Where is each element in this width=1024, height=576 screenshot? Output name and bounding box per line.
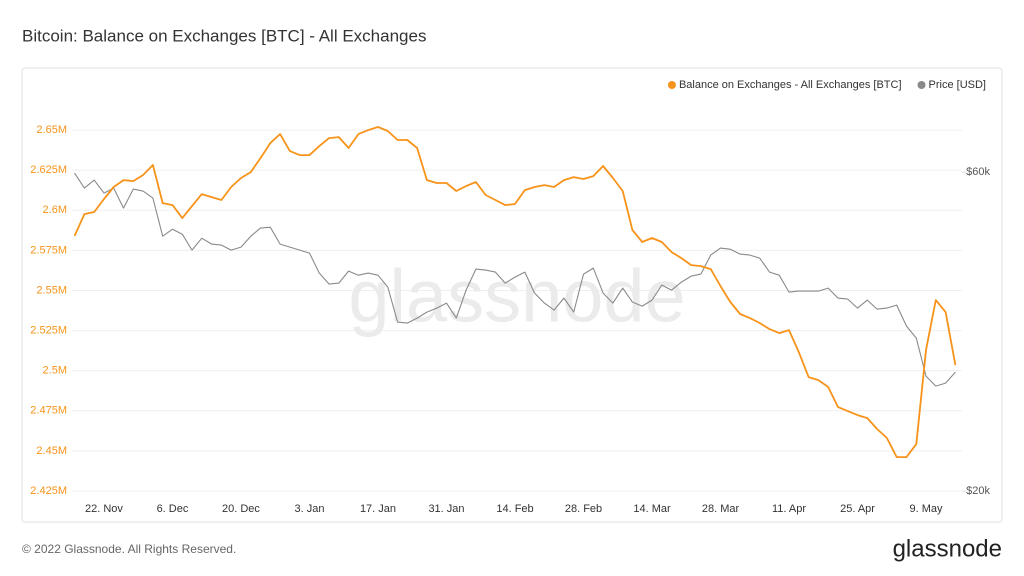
x-tick-label: 14. Mar [633,503,671,515]
x-tick-label: 17. Jan [360,503,396,515]
legend-label: Price [USD] [929,79,986,91]
y-tick-label: 2.65M [36,124,67,136]
x-tick-label: 25. Apr [840,503,875,515]
y-tick-label: 2.55M [36,284,67,296]
x-tick-label: 28. Mar [702,503,740,515]
legend-swatch [667,81,676,89]
y-tick-label: 2.5M [43,365,67,377]
y-tick-label: 2.45M [36,445,67,457]
logo: glassnode [893,535,1002,562]
x-tick-label: 20. Dec [222,503,260,515]
series-line [73,126,957,458]
x-tick-label: 3. Jan [294,503,324,515]
y2-tick-label: $20k [966,485,990,497]
legend-swatch [917,81,926,89]
y-tick-label: 2.6M [43,204,67,216]
x-tick-label: 28. Feb [565,503,602,515]
x-tick-label: 9. May [910,503,944,515]
x-tick-label: 11. Apr [772,503,806,515]
x-tick-label: 31. Jan [428,503,464,515]
legend-label: Balance on Exchanges - All Exchanges [BT… [679,79,902,91]
series-line [74,172,956,387]
x-tick-label: 14. Feb [496,503,533,515]
chart-title: Bitcoin: Balance on Exchanges [BTC] - Al… [22,26,426,45]
y-tick-label: 2.525M [30,324,67,336]
y2-tick-label: $60k [966,166,990,178]
x-tick-label: 6. Dec [157,503,189,515]
watermark: glassnode [348,255,685,338]
y-tick-label: 2.425M [30,485,67,497]
y-tick-label: 2.575M [30,244,67,256]
chart-frame [21,67,1003,523]
y-tick-label: 2.475M [30,405,67,417]
footer: © 2022 Glassnode. All Rights Reserved. [22,542,236,556]
x-tick-label: 22. Nov [85,503,123,515]
y-tick-label: 2.625M [30,164,67,176]
